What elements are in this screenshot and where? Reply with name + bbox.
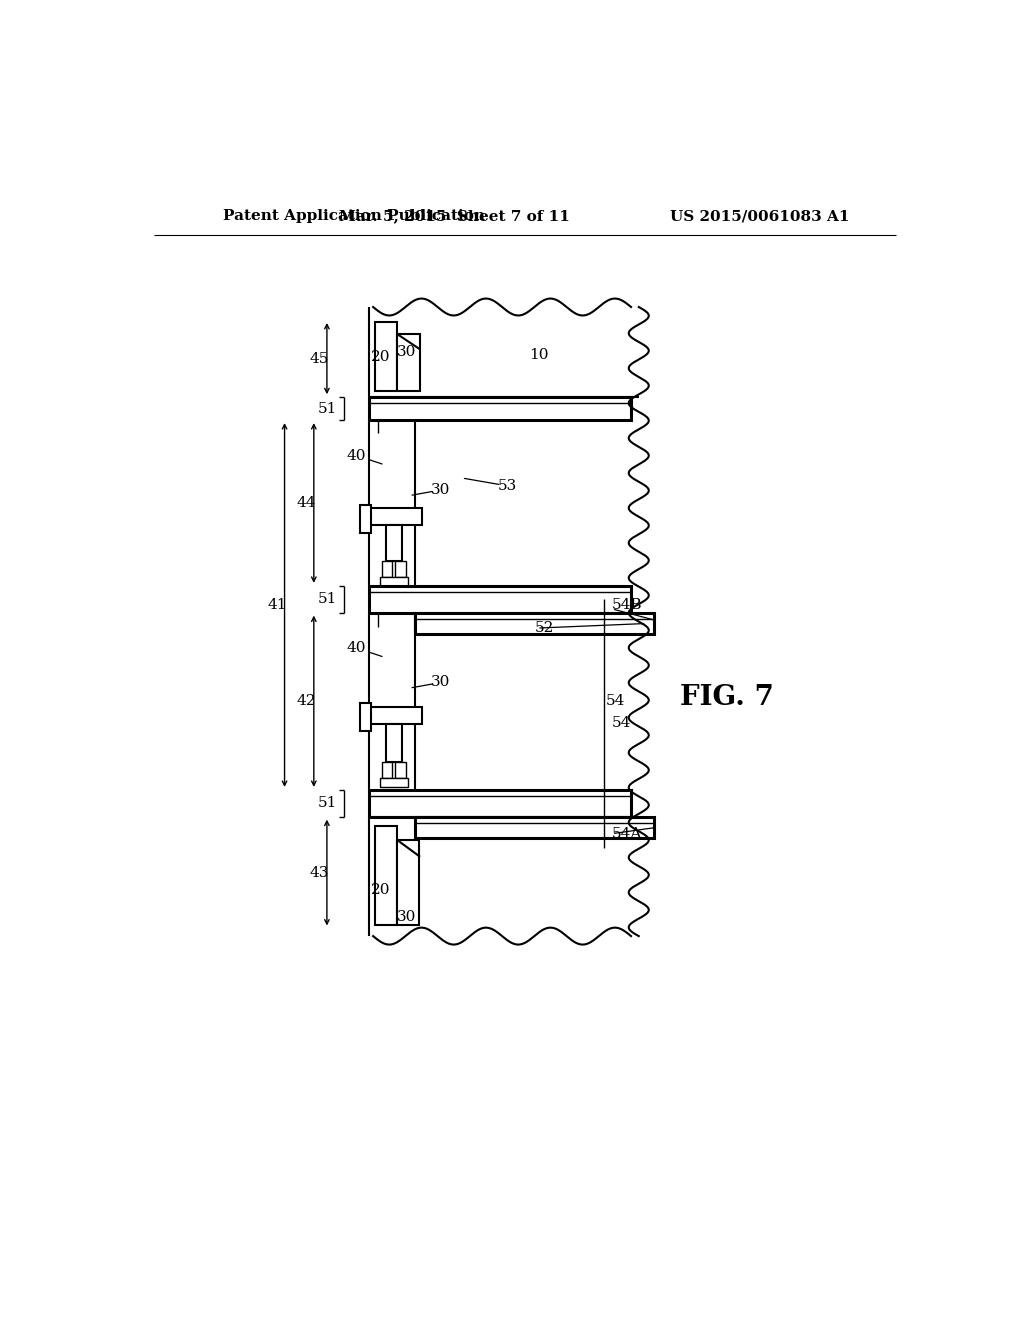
- Text: Mar. 5, 2015  Sheet 7 of 11: Mar. 5, 2015 Sheet 7 of 11: [339, 209, 569, 223]
- Text: 30: 30: [430, 483, 450, 496]
- Text: 52: 52: [536, 622, 555, 635]
- Bar: [376, 826, 397, 924]
- Text: Patent Application Publication: Patent Application Publication: [223, 209, 485, 223]
- Bar: [397, 334, 420, 391]
- Text: 51: 51: [317, 796, 337, 810]
- Bar: [386, 525, 401, 561]
- Text: 20: 20: [371, 350, 390, 364]
- Text: 20: 20: [371, 883, 390, 896]
- Text: 54B: 54B: [611, 598, 642, 612]
- Text: 44: 44: [296, 496, 315, 510]
- Text: US 2015/0061083 A1: US 2015/0061083 A1: [670, 209, 849, 223]
- Bar: [370, 789, 631, 817]
- Bar: [386, 723, 401, 763]
- Text: 30: 30: [396, 909, 416, 924]
- Bar: [370, 508, 422, 525]
- Bar: [360, 704, 371, 731]
- Text: 30: 30: [430, 675, 450, 689]
- Bar: [397, 840, 419, 924]
- Text: 51: 51: [317, 401, 337, 416]
- Bar: [382, 561, 392, 577]
- Text: 30: 30: [396, 346, 416, 359]
- Text: 54: 54: [605, 694, 625, 709]
- Bar: [380, 777, 408, 787]
- Bar: [380, 577, 408, 586]
- Text: 53: 53: [499, 479, 517, 492]
- Text: 51: 51: [317, 593, 337, 606]
- Bar: [416, 817, 654, 838]
- Bar: [370, 586, 631, 612]
- Bar: [370, 706, 422, 723]
- Text: 42: 42: [296, 694, 315, 709]
- Bar: [416, 612, 654, 635]
- Bar: [360, 504, 371, 532]
- Text: 40: 40: [347, 449, 367, 462]
- Text: 41: 41: [267, 598, 287, 612]
- Bar: [395, 763, 407, 777]
- Bar: [382, 763, 392, 777]
- Text: 43: 43: [309, 866, 329, 879]
- Bar: [395, 561, 407, 577]
- Text: 54A: 54A: [611, 826, 642, 841]
- Bar: [370, 397, 631, 420]
- Text: FIG. 7: FIG. 7: [680, 684, 774, 711]
- Text: 10: 10: [529, 347, 549, 362]
- Text: 54: 54: [611, 715, 631, 730]
- Text: 40: 40: [347, 642, 367, 655]
- Bar: [376, 322, 397, 391]
- Text: 45: 45: [309, 351, 329, 366]
